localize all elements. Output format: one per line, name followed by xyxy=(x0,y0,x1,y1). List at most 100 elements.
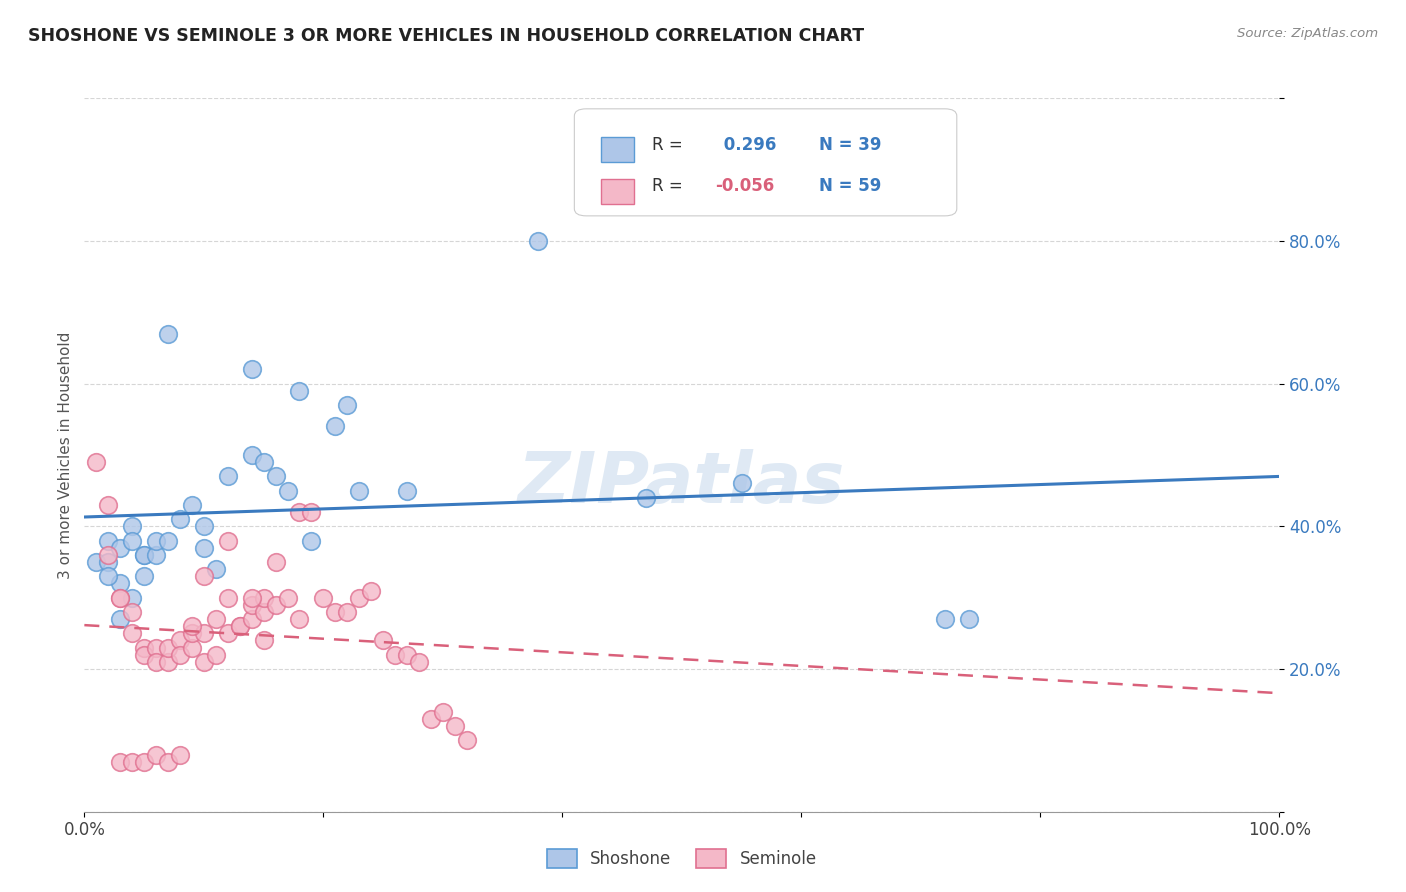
Point xyxy=(205,612,228,626)
Point xyxy=(349,483,371,498)
Point xyxy=(157,755,180,769)
Text: N = 39: N = 39 xyxy=(820,136,882,153)
Point xyxy=(336,605,359,619)
Point xyxy=(360,583,382,598)
Point xyxy=(301,505,323,519)
Point xyxy=(180,626,202,640)
Point xyxy=(240,598,263,612)
Point xyxy=(276,483,298,498)
Text: N = 59: N = 59 xyxy=(820,177,882,194)
Text: -0.056: -0.056 xyxy=(716,177,775,194)
Point xyxy=(157,533,180,548)
Text: Source: ZipAtlas.com: Source: ZipAtlas.com xyxy=(1237,27,1378,40)
Point xyxy=(205,648,228,662)
Point xyxy=(253,455,276,469)
Point xyxy=(97,498,120,512)
Point xyxy=(323,419,346,434)
Point xyxy=(180,498,202,512)
Point xyxy=(253,605,276,619)
FancyBboxPatch shape xyxy=(600,137,634,162)
Point xyxy=(228,619,252,633)
Point xyxy=(456,733,478,747)
Point xyxy=(264,555,287,569)
Point xyxy=(145,655,167,669)
Point xyxy=(253,591,276,605)
Point xyxy=(217,469,239,483)
Point xyxy=(217,533,239,548)
Point xyxy=(217,591,239,605)
Point xyxy=(110,612,132,626)
Point xyxy=(193,655,215,669)
Point xyxy=(384,648,406,662)
Point xyxy=(97,555,120,569)
Point xyxy=(180,640,202,655)
Point xyxy=(132,648,156,662)
Point xyxy=(169,747,191,762)
Point xyxy=(527,234,550,248)
Point xyxy=(110,591,132,605)
FancyBboxPatch shape xyxy=(574,109,956,216)
Point xyxy=(145,533,167,548)
Point xyxy=(132,548,156,562)
Point xyxy=(349,591,371,605)
Point xyxy=(132,548,156,562)
Point xyxy=(312,591,335,605)
Point xyxy=(371,633,394,648)
Point xyxy=(193,626,215,640)
Point xyxy=(731,476,754,491)
Text: R =: R = xyxy=(652,177,688,194)
Point xyxy=(84,455,107,469)
Point xyxy=(205,562,228,576)
Point xyxy=(193,569,215,583)
Point xyxy=(444,719,467,733)
Point xyxy=(110,576,132,591)
Point xyxy=(288,505,311,519)
Point xyxy=(180,619,202,633)
Text: ZIPatlas: ZIPatlas xyxy=(519,449,845,518)
Point xyxy=(121,519,143,533)
Point xyxy=(193,541,215,555)
Point xyxy=(934,612,956,626)
Point xyxy=(132,755,156,769)
Point xyxy=(634,491,657,505)
Point xyxy=(240,448,263,462)
Point xyxy=(97,548,120,562)
Point xyxy=(419,712,441,726)
Point xyxy=(121,626,143,640)
Y-axis label: 3 or more Vehicles in Household: 3 or more Vehicles in Household xyxy=(58,331,73,579)
Point xyxy=(396,648,419,662)
Point xyxy=(145,747,167,762)
Point xyxy=(264,598,287,612)
Point xyxy=(301,533,323,548)
Point xyxy=(240,612,263,626)
Point xyxy=(193,519,215,533)
Point xyxy=(253,633,276,648)
Point xyxy=(169,512,191,526)
Point xyxy=(228,619,252,633)
Point xyxy=(157,640,180,655)
Point xyxy=(157,326,180,341)
Point xyxy=(121,591,143,605)
Legend: Shoshone, Seminole: Shoshone, Seminole xyxy=(540,842,824,875)
Point xyxy=(396,483,419,498)
Point xyxy=(408,655,430,669)
Point xyxy=(276,591,298,605)
Point xyxy=(288,612,311,626)
Point xyxy=(145,640,167,655)
Point xyxy=(288,384,311,398)
Point xyxy=(121,755,143,769)
Point xyxy=(157,655,180,669)
FancyBboxPatch shape xyxy=(600,178,634,203)
Point xyxy=(132,640,156,655)
Point xyxy=(336,398,359,412)
Point xyxy=(323,605,346,619)
Point xyxy=(121,605,143,619)
Text: SHOSHONE VS SEMINOLE 3 OR MORE VEHICLES IN HOUSEHOLD CORRELATION CHART: SHOSHONE VS SEMINOLE 3 OR MORE VEHICLES … xyxy=(28,27,865,45)
Text: R =: R = xyxy=(652,136,688,153)
Point xyxy=(121,533,143,548)
Point xyxy=(432,705,454,719)
Point xyxy=(264,469,287,483)
Point xyxy=(84,555,107,569)
Point xyxy=(240,362,263,376)
Point xyxy=(169,633,191,648)
